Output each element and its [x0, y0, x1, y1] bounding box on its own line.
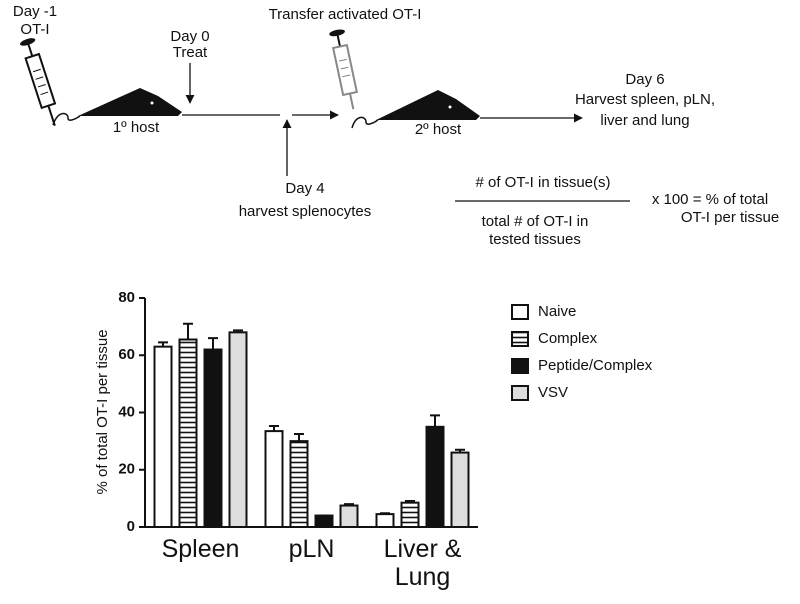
label: Treat	[173, 44, 208, 61]
legend-swatch	[511, 304, 529, 320]
formula: total # of OT-I in	[482, 213, 589, 230]
bar	[339, 504, 359, 528]
syringe-2	[329, 29, 359, 110]
error-bar	[233, 329, 243, 333]
label: Transfer activated OT-I	[269, 6, 422, 23]
bar	[203, 348, 223, 528]
legend-label: Complex	[538, 330, 598, 347]
mouse-2	[376, 90, 480, 120]
label: 1º host	[113, 119, 160, 136]
error-bar	[208, 337, 218, 350]
legend-label: VSV	[538, 384, 568, 401]
y-tick-label: 40	[118, 403, 135, 420]
y-tick-label: 20	[118, 461, 135, 478]
error-bar	[455, 448, 465, 453]
error-bar	[430, 414, 440, 427]
x-tick-label: Spleen	[161, 535, 240, 563]
label: Day 6	[625, 71, 664, 88]
bar	[289, 440, 309, 528]
tail-2	[351, 116, 379, 129]
error-bar	[405, 499, 415, 503]
error-bar	[380, 512, 390, 515]
label: Harvest spleen, pLN,	[575, 91, 715, 108]
bar	[400, 501, 420, 529]
legend-swatch	[511, 358, 529, 374]
label: liver and lung	[600, 112, 689, 129]
error-bar	[294, 432, 304, 442]
label: 2º host	[415, 121, 462, 138]
bar	[425, 425, 445, 528]
bar	[178, 338, 198, 528]
x-tick-label: pLN	[288, 535, 335, 563]
x-tick-label: Liver & Lung	[383, 535, 462, 591]
label: Day 4	[285, 180, 324, 197]
formula: # of OT-I in tissue(s)	[475, 174, 610, 191]
mouse-1	[78, 88, 182, 116]
legend-swatch	[511, 331, 529, 347]
formula: tested tissues	[489, 231, 581, 248]
syringe-1	[19, 38, 57, 126]
error-bar	[269, 424, 279, 432]
label: harvest splenocytes	[239, 203, 372, 220]
y-tick-label: 80	[118, 289, 135, 306]
error-bar	[344, 503, 354, 506]
bar	[228, 331, 248, 528]
label: Day -1	[13, 3, 57, 20]
bar	[264, 430, 284, 529]
y-tick-label: 0	[127, 518, 135, 535]
tail-1	[52, 112, 81, 126]
y-axis-label: % of total OT-I per tissue	[94, 329, 111, 494]
formula: x 100 = % of total	[652, 191, 768, 208]
label: OT-I	[20, 21, 49, 38]
formula: OT-I per tissue	[681, 209, 779, 226]
label: Day 0	[170, 28, 209, 45]
bar	[375, 513, 395, 529]
legend-swatch	[511, 385, 529, 401]
mouse-eye	[448, 105, 452, 109]
mouse-eye	[150, 101, 154, 105]
bar	[314, 514, 334, 528]
error-bar	[183, 322, 193, 340]
legend-label: Peptide/Complex	[538, 357, 653, 374]
error-bar	[158, 341, 168, 347]
legend-label: Naive	[538, 303, 576, 320]
bar	[450, 451, 470, 529]
y-tick-label: 60	[118, 346, 135, 363]
bar	[153, 345, 173, 528]
